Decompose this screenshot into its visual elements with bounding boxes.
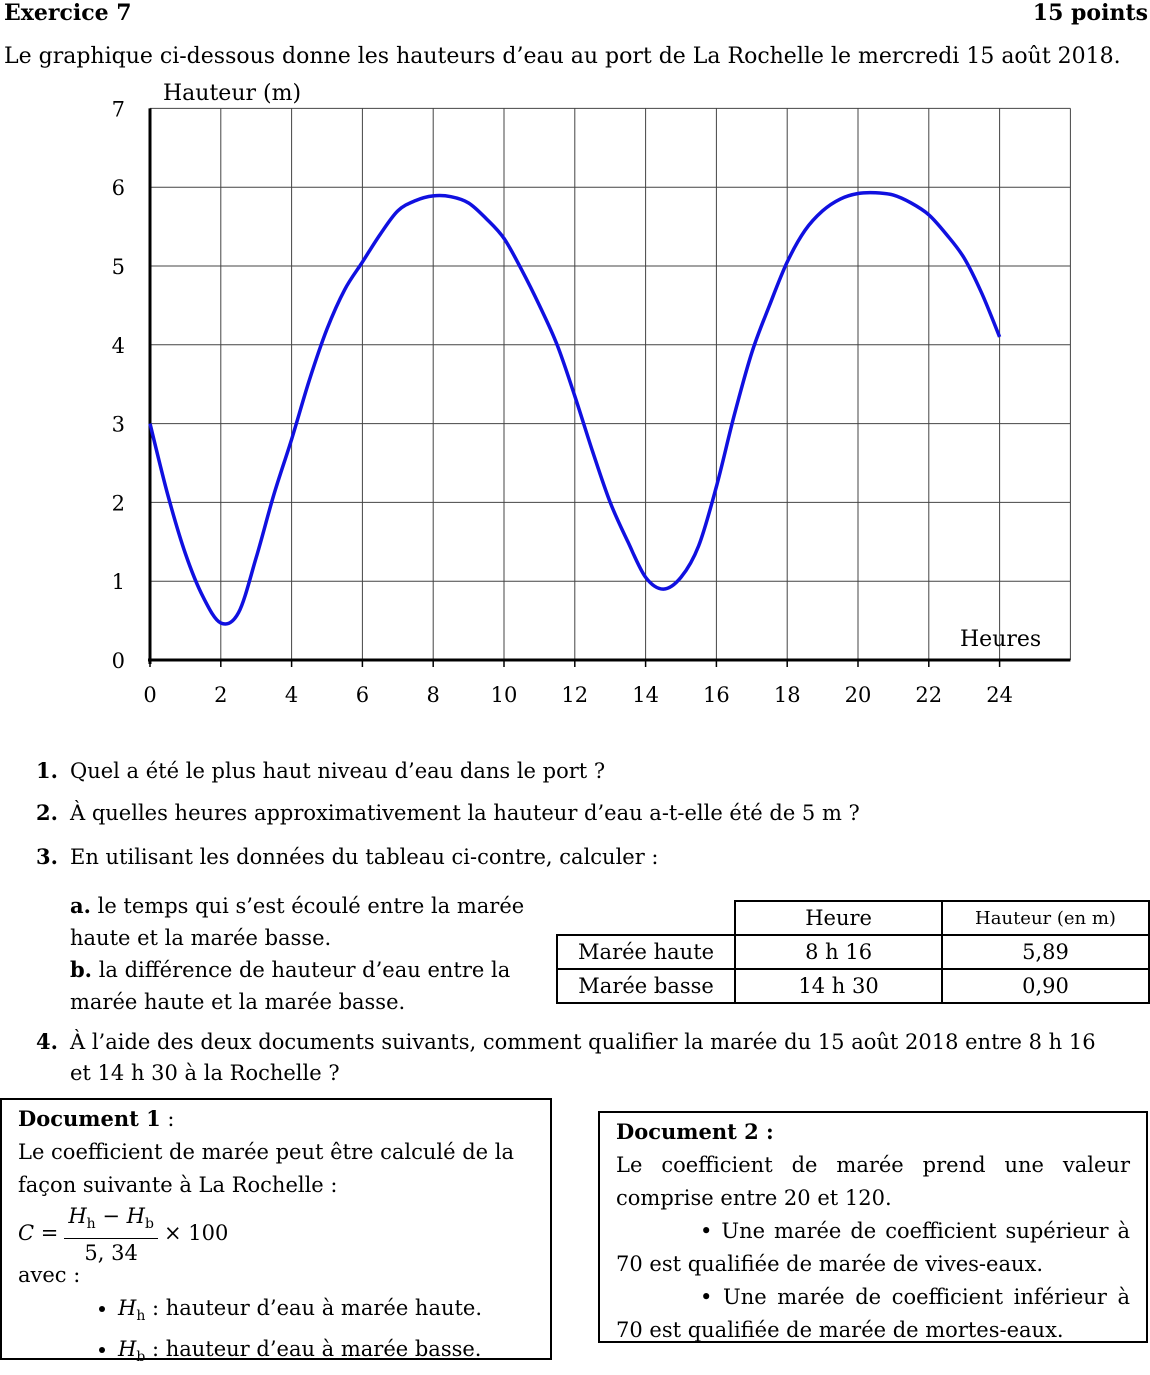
- y-tick-label: 1: [112, 570, 125, 594]
- y-tick-label: 7: [112, 97, 125, 121]
- x-tick-label: 10: [491, 683, 518, 707]
- y-tick-label: 2: [112, 491, 125, 515]
- document-2: Document 2 : Le coefficient de marée pre…: [598, 1111, 1148, 1343]
- x-tick-label: 14: [632, 683, 659, 707]
- table-row: Marée haute 8 h 16 5,89: [557, 935, 1149, 969]
- exercise-title: Exercice 7: [4, 0, 132, 26]
- x-tick-label: 2: [214, 683, 227, 707]
- y-tick-label: 6: [112, 176, 125, 200]
- x-tick-label: 20: [845, 683, 872, 707]
- chart-axes: [148, 108, 1070, 664]
- intro-text: Le graphique ci-dessous donne les hauteu…: [4, 44, 1121, 69]
- table-row: Marée basse 14 h 30 0,90: [557, 969, 1149, 1003]
- tide-table: Heure Hauteur (en m) Marée haute 8 h 16 …: [556, 900, 1150, 1004]
- y-tick-label: 4: [112, 334, 125, 358]
- chart-ticks: 02468101214161820222401234567: [112, 97, 1013, 707]
- y-tick-label: 3: [112, 413, 125, 437]
- question-3: 3.En utilisant les données du tableau ci…: [36, 844, 659, 869]
- y-axis-label: Hauteur (m): [163, 81, 301, 106]
- table-header: Hauteur (en m): [942, 901, 1149, 935]
- x-tick-label: 22: [915, 683, 942, 707]
- question-4: 4.À l’aide des deux documents suivants, …: [36, 1026, 1146, 1089]
- document-1: Document 1 : Le coefficient de marée peu…: [0, 1098, 552, 1360]
- question-1: 1.Quel a été le plus haut niveau d’eau d…: [36, 758, 605, 783]
- chart-grid: [150, 108, 1070, 660]
- question-3-sub: a. le temps qui s’est écoulé entre la ma…: [70, 890, 540, 1018]
- table-header: Heure: [735, 901, 942, 935]
- x-tick-label: 0: [143, 683, 156, 707]
- points-label: 15 points: [1033, 0, 1148, 26]
- y-tick-label: 5: [112, 255, 125, 279]
- tide-chart: 02468101214161820222401234567 Hauteur (m…: [0, 78, 1150, 718]
- x-tick-label: 4: [285, 683, 298, 707]
- x-axis-label: Heures: [960, 627, 1041, 652]
- x-tick-label: 12: [561, 683, 588, 707]
- x-tick-label: 6: [356, 683, 369, 707]
- x-tick-label: 8: [427, 683, 440, 707]
- x-tick-label: 18: [774, 683, 801, 707]
- y-tick-label: 0: [112, 649, 125, 673]
- question-2: 2.À quelles heures approximativement la …: [36, 800, 860, 825]
- x-tick-label: 24: [986, 683, 1013, 707]
- x-tick-label: 16: [703, 683, 730, 707]
